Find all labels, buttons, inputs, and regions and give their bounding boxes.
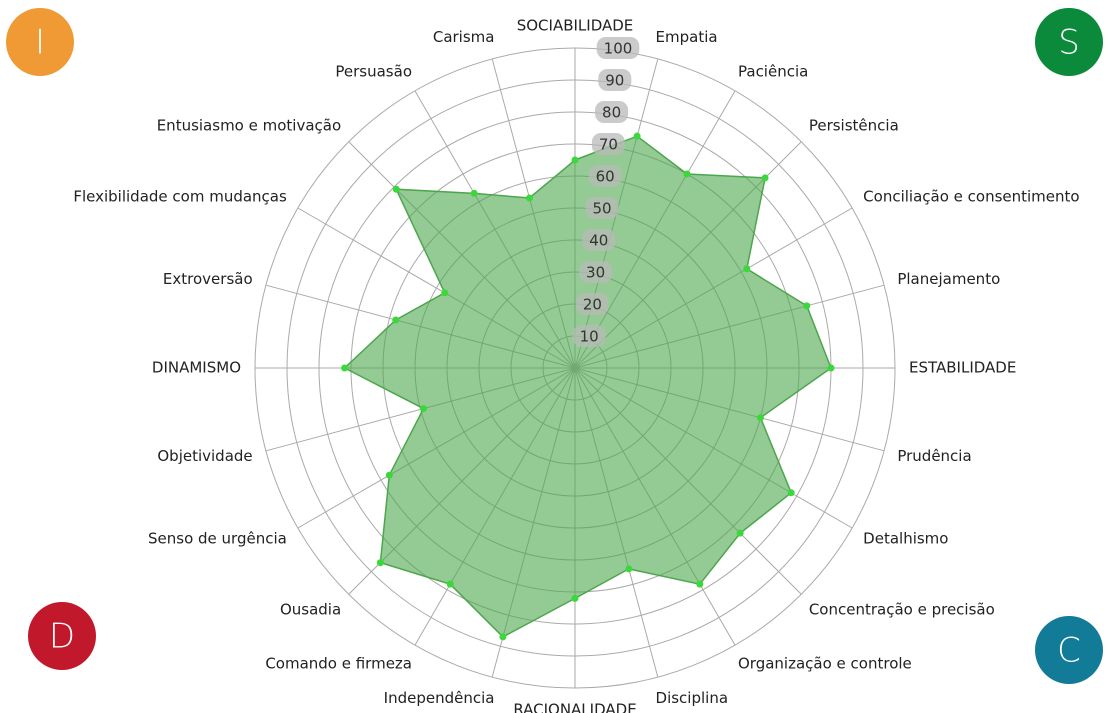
r-tick-bg: [591, 133, 625, 155]
data-point: [571, 156, 579, 164]
data-point: [420, 405, 428, 413]
data-point: [736, 529, 744, 537]
category-label: Persuasão: [335, 62, 412, 80]
data-point: [441, 289, 449, 297]
data-point: [756, 414, 764, 422]
data-point: [683, 170, 691, 178]
data-point: [385, 471, 393, 479]
data-point: [743, 265, 751, 273]
category-label: Entusiasmo e motivação: [157, 117, 341, 135]
r-tick-label: 80: [602, 104, 621, 122]
data-point: [446, 580, 454, 588]
category-label: Objetividade: [157, 447, 252, 465]
r-tick-bg: [595, 101, 629, 123]
r-tick-bg: [579, 261, 613, 283]
category-label: Conciliação e consentimento: [863, 188, 1079, 206]
data-point: [787, 489, 795, 497]
data-point: [827, 364, 835, 372]
category-label: Comando e firmeza: [265, 655, 412, 673]
category-label: Empatia: [656, 28, 718, 46]
r-tick-label: 50: [592, 200, 611, 218]
category-label: Concentração e precisão: [809, 600, 995, 618]
data-point: [803, 302, 811, 310]
category-label: ESTABILIDADE: [909, 359, 1016, 377]
category-label: Senso de urgência: [148, 530, 287, 548]
r-tick-label: 40: [589, 232, 608, 250]
badge-circle: [28, 602, 96, 670]
data-point: [392, 185, 400, 193]
data-point: [625, 565, 633, 573]
data-point: [696, 580, 704, 588]
category-label: Persistência: [809, 117, 899, 135]
r-tick-label: 20: [583, 296, 602, 314]
category-label: Flexibilidade com mudanças: [73, 188, 287, 206]
data-point: [633, 132, 641, 140]
data-point: [470, 189, 478, 197]
data-point: [571, 594, 579, 602]
badge-letter: C: [1057, 631, 1081, 671]
data-point: [376, 559, 384, 567]
category-label: Ousadia: [280, 600, 341, 618]
category-label: Carisma: [433, 28, 495, 46]
category-label: DINAMISMO: [152, 359, 241, 377]
category-label: RACIONALIDADE: [513, 701, 636, 713]
data-point: [392, 316, 400, 324]
r-tick-bg: [575, 293, 609, 315]
r-tick-bg: [572, 325, 606, 347]
data-point: [341, 364, 349, 372]
data-point: [499, 633, 507, 641]
category-label: Extroversão: [163, 270, 253, 288]
category-label: SOCIABILIDADE: [517, 17, 634, 35]
r-tick-bg: [596, 37, 640, 59]
r-tick-label: 70: [599, 136, 618, 154]
category-label: Detalhismo: [863, 530, 948, 548]
r-tick-bg: [582, 229, 616, 251]
r-tick-label: 30: [586, 264, 605, 282]
data-point: [525, 194, 533, 202]
r-tick-label: 60: [596, 168, 615, 186]
r-tick-bg: [588, 165, 622, 187]
badge-circle: [1035, 8, 1103, 76]
data-point: [761, 174, 769, 182]
r-tick-label: 100: [604, 40, 633, 58]
r-tick-bg: [598, 69, 632, 91]
badge-letter: S: [1058, 23, 1080, 63]
r-tick-label: 90: [605, 72, 624, 90]
category-label: Prudência: [897, 447, 971, 465]
r-tick-label: 10: [580, 328, 599, 346]
badge-circle: [6, 8, 74, 76]
category-label: Planejamento: [897, 270, 1000, 288]
category-label: Independência: [384, 689, 495, 707]
badge-letter: I: [35, 23, 45, 63]
category-label: Organização e controle: [738, 655, 912, 673]
category-label: Paciência: [738, 62, 808, 80]
badge-letter: D: [49, 617, 75, 657]
r-tick-bg: [585, 197, 619, 219]
badge-circle: [1035, 616, 1103, 684]
category-label: Disciplina: [656, 689, 729, 707]
